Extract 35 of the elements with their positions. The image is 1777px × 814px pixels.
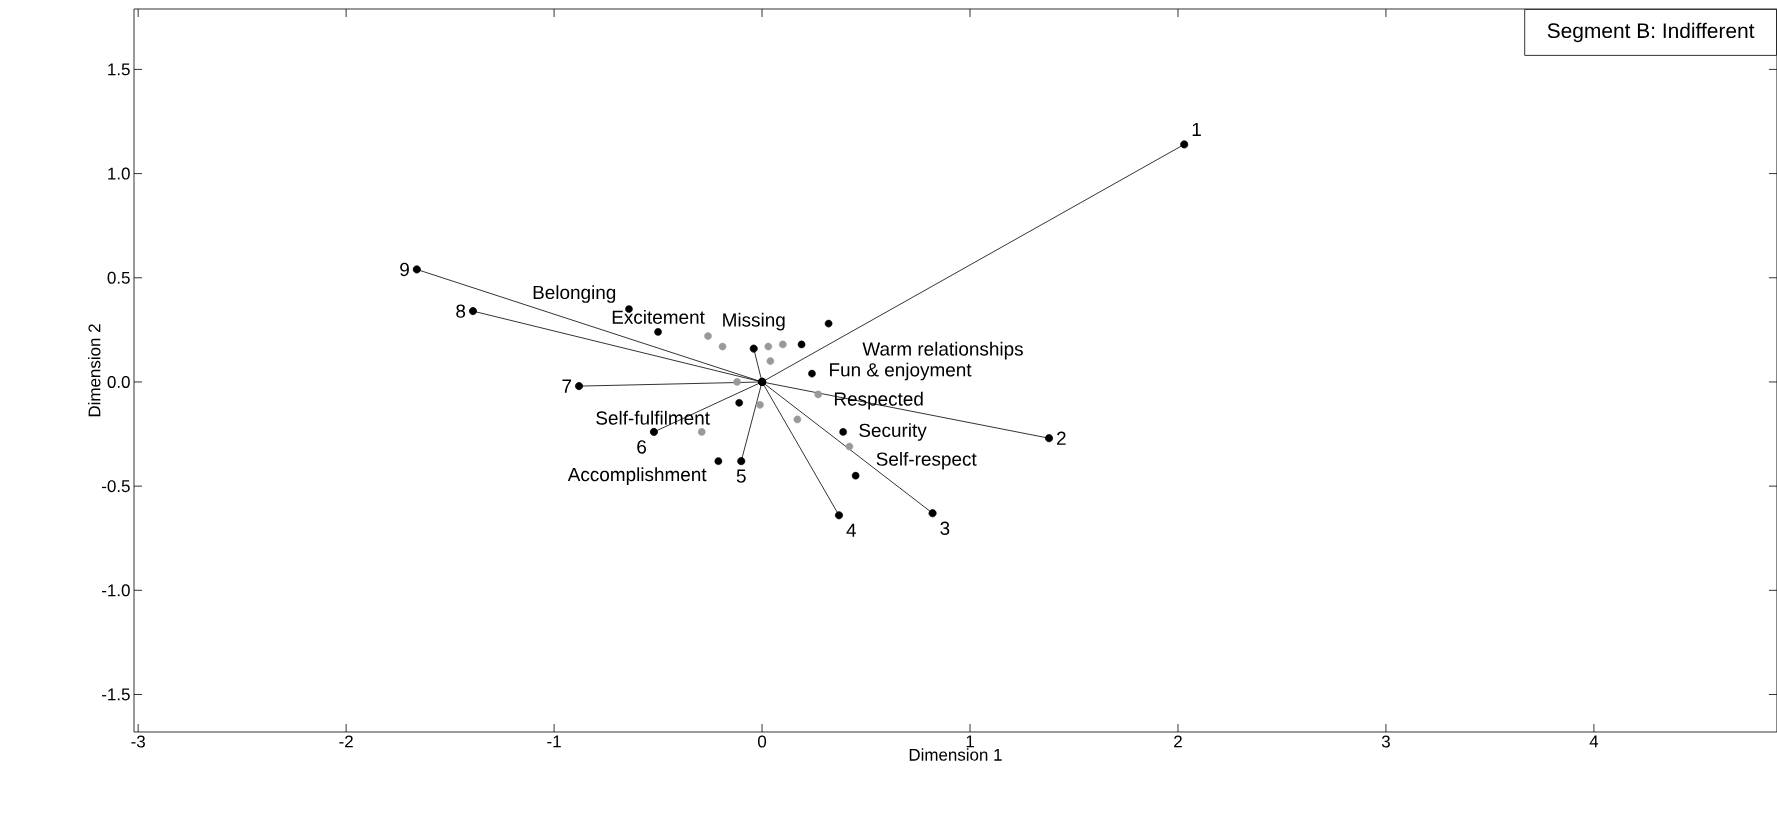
x-tick-label: -1 xyxy=(547,735,561,748)
x-axis-title: Dimension 1 xyxy=(909,748,1002,761)
annotation: 6 xyxy=(637,440,647,454)
annotation: 9 xyxy=(400,262,409,277)
y-tick-label: 0.5 xyxy=(107,271,130,284)
annotation: 7 xyxy=(562,379,572,393)
annotation: Self-respect xyxy=(876,451,977,470)
x-tick-label: 4 xyxy=(1589,735,1599,748)
y-tick-label: 0.0 xyxy=(107,375,130,388)
x-tick-label: 2 xyxy=(1174,735,1182,748)
annotation: Warm relationships xyxy=(862,341,1023,360)
y-tick-label: -1.5 xyxy=(102,688,130,701)
y-tick-label: -0.5 xyxy=(102,480,130,493)
annotation: Security xyxy=(859,423,927,441)
y-tick-label: 1.5 xyxy=(108,63,130,76)
annotation: 1 xyxy=(1192,122,1201,136)
text: Segment B: Indifferent xyxy=(1547,22,1755,43)
annotation: Belonging xyxy=(533,285,616,303)
annotation: Fun & enjoyment xyxy=(830,362,972,381)
annotation: 4 xyxy=(846,523,856,537)
x-tick-label: -3 xyxy=(131,735,145,748)
annotation: 3 xyxy=(940,521,950,535)
annotation: 2 xyxy=(1057,431,1066,445)
annotation: 8 xyxy=(456,304,466,318)
x-tick-label: -2 xyxy=(339,735,353,748)
x-tick-label: 0 xyxy=(757,735,767,748)
x-tick-label: 1 xyxy=(966,735,974,748)
annotation: 5 xyxy=(736,469,746,483)
annotation: Accomplishment xyxy=(567,467,707,485)
annotation: Missing xyxy=(723,312,785,331)
annotation: Excitement xyxy=(612,310,705,324)
y-tick-label: 1.0 xyxy=(108,167,130,180)
y-tick-label: -1.0 xyxy=(102,584,130,597)
y-axis-title: Dimension 2 xyxy=(88,324,101,417)
x-tick-label: 3 xyxy=(1381,735,1390,748)
